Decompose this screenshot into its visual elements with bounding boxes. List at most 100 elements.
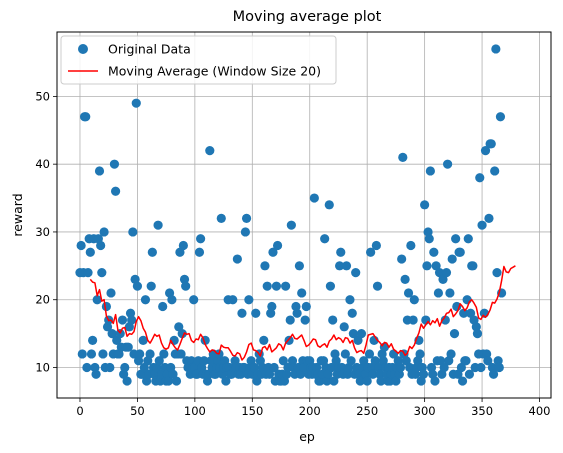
x-tick-label: 250 — [356, 404, 378, 418]
scatter-point — [123, 342, 133, 352]
scatter-point — [86, 349, 97, 359]
scatter-point — [81, 112, 91, 122]
scatter-point — [147, 247, 157, 257]
legend-box — [60, 35, 337, 85]
x-tick-label: 50 — [130, 404, 145, 418]
scatter-point — [153, 220, 163, 230]
scatter-point — [488, 369, 499, 379]
scatter-point — [367, 362, 377, 373]
scatter-point — [294, 261, 305, 271]
scatter-point — [272, 240, 283, 251]
legend: Original Data Moving Average (Window Siz… — [60, 35, 337, 85]
scatter-point — [194, 247, 205, 257]
x-tick-label: 150 — [241, 404, 263, 418]
scatter-point — [199, 356, 209, 366]
scatter-point — [217, 369, 228, 379]
scatter-point — [181, 281, 191, 291]
scatter-point — [267, 301, 277, 312]
scatter-point — [77, 349, 87, 359]
scatter-point — [355, 376, 365, 386]
scatter-point — [429, 247, 439, 257]
scatter-point — [415, 349, 425, 359]
scatter-point — [127, 315, 137, 325]
x-tick-label: 100 — [184, 404, 206, 418]
scatter-point — [168, 369, 178, 379]
scatter-point — [320, 234, 330, 244]
scatter-point — [408, 315, 418, 325]
scatter-point — [281, 281, 291, 291]
scatter-point — [122, 376, 132, 386]
scatter-point — [436, 356, 446, 366]
scatter-point — [105, 362, 115, 373]
scatter-point — [440, 315, 450, 325]
scatter-point — [475, 173, 485, 183]
scatter-point — [336, 247, 346, 257]
scatter-point — [120, 362, 130, 373]
scatter-point — [135, 349, 145, 359]
scatter-point — [228, 295, 238, 305]
scatter-point — [443, 159, 453, 169]
scatter-point — [269, 362, 279, 373]
plot-frame — [56, 31, 552, 399]
scatter-point — [491, 44, 501, 54]
scatter-point — [312, 362, 322, 373]
scatter-point — [353, 335, 363, 345]
scatter-point — [417, 362, 427, 373]
scatter-point — [339, 322, 349, 332]
scatter-point — [133, 356, 144, 366]
axis-ticks: 0 50 100 150 200 250 300 350 400 10 20 30 40 50 — [35, 89, 550, 418]
x-tick-label: 0 — [76, 404, 83, 418]
scatter-point — [472, 329, 483, 339]
scatter-point — [175, 247, 185, 257]
scatter-point — [394, 369, 404, 379]
scatter-point — [138, 335, 148, 345]
scatter-point — [237, 308, 247, 318]
scatter-point — [324, 200, 334, 210]
scatter-point — [271, 281, 282, 291]
scatter-point — [174, 322, 184, 332]
scatter-point — [132, 281, 143, 291]
scatter-point — [424, 234, 434, 244]
scatter-point — [264, 369, 275, 379]
scatter-point — [430, 376, 440, 386]
scatter-point — [463, 234, 473, 244]
scatter-point — [439, 362, 449, 373]
scatter-point — [431, 261, 441, 271]
x-tick-label: 300 — [414, 404, 436, 418]
scatter-point — [282, 369, 292, 379]
scatter-point — [98, 349, 108, 359]
scatter-point — [260, 261, 270, 271]
scatter-point — [495, 112, 506, 122]
scatter-point — [309, 193, 319, 203]
scatter-point — [422, 261, 432, 271]
scatter-point — [241, 213, 252, 223]
scatter-point — [99, 227, 109, 237]
scatter-point — [456, 362, 466, 373]
scatter-point — [167, 295, 177, 305]
scatter-point — [90, 362, 100, 373]
scatter-point — [328, 315, 338, 325]
scatter-point — [375, 369, 385, 379]
scatter-point — [364, 349, 375, 359]
scatter-point — [189, 295, 199, 305]
scatter-point — [359, 356, 369, 366]
scatter-point — [259, 335, 269, 345]
scatter-point — [186, 356, 197, 366]
scatter-point — [329, 376, 339, 386]
scatter-point — [426, 362, 437, 373]
scatter-point — [468, 261, 478, 271]
y-tick-label: 30 — [35, 225, 50, 239]
scatter-point — [409, 295, 419, 305]
plot-series — [75, 44, 516, 386]
scatter-point — [140, 295, 151, 305]
scatter-point — [401, 356, 411, 366]
scatter-point — [362, 376, 372, 386]
scatter-point — [398, 152, 408, 162]
scatter-point — [97, 268, 107, 278]
scatter-point — [376, 376, 386, 386]
x-tick-label: 200 — [299, 404, 321, 418]
scatter-point — [266, 308, 276, 318]
scatter-point — [395, 362, 406, 373]
scatter-point — [461, 356, 471, 366]
